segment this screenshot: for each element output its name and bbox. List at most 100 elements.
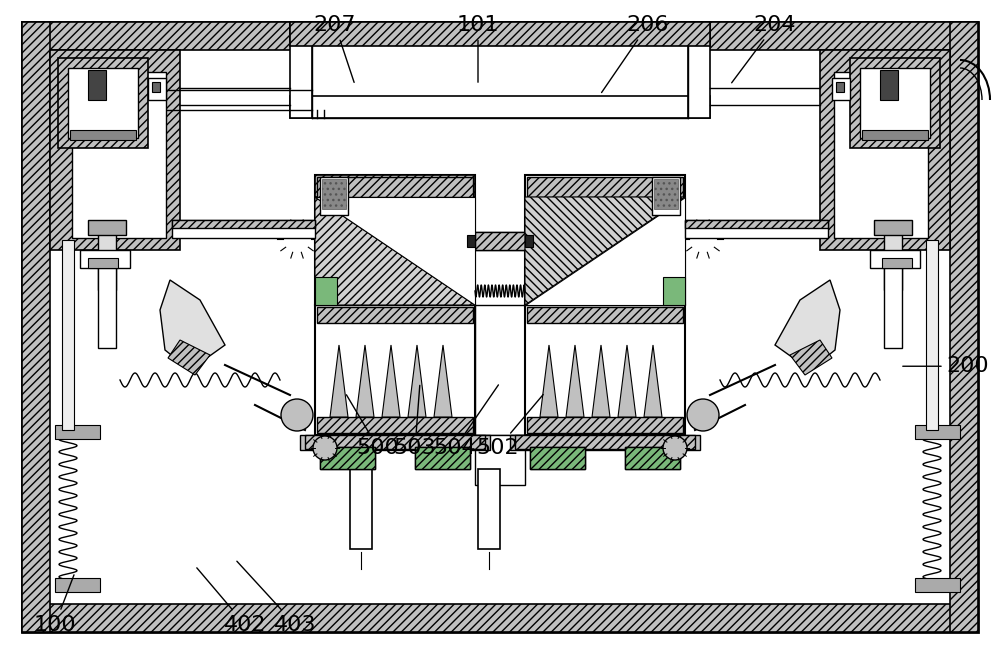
Bar: [22, 604, 978, 632]
Bar: [172, 220, 315, 238]
Bar: [152, 82, 160, 92]
Bar: [950, 22, 978, 632]
Bar: [290, 22, 710, 118]
Polygon shape: [330, 345, 348, 417]
Bar: [55, 578, 100, 592]
Polygon shape: [592, 345, 610, 417]
Circle shape: [687, 399, 719, 431]
Bar: [62, 240, 74, 430]
Bar: [652, 177, 680, 215]
Bar: [22, 22, 978, 50]
Text: 500: 500: [346, 395, 399, 458]
Bar: [80, 250, 130, 268]
Bar: [317, 307, 473, 323]
Polygon shape: [382, 345, 400, 417]
Bar: [685, 220, 828, 228]
Bar: [530, 447, 585, 469]
Bar: [527, 177, 683, 197]
Bar: [58, 58, 148, 148]
Text: 503: 503: [394, 385, 436, 458]
Text: 402: 402: [197, 568, 266, 634]
Bar: [305, 435, 485, 449]
Bar: [315, 277, 337, 305]
Circle shape: [313, 436, 337, 460]
Bar: [850, 58, 940, 148]
Bar: [884, 230, 902, 290]
Bar: [320, 177, 348, 215]
Bar: [322, 179, 346, 209]
Bar: [836, 82, 844, 92]
Text: 403: 403: [237, 561, 316, 634]
Text: 504: 504: [434, 385, 498, 458]
Bar: [320, 447, 375, 469]
Text: 206: 206: [602, 15, 669, 93]
Bar: [475, 232, 525, 250]
Polygon shape: [315, 197, 475, 305]
Bar: [860, 68, 930, 138]
Bar: [300, 435, 490, 450]
Bar: [68, 68, 138, 138]
Polygon shape: [775, 280, 840, 370]
Circle shape: [663, 436, 687, 460]
Bar: [527, 417, 683, 433]
Polygon shape: [434, 345, 452, 417]
Text: 100: 100: [34, 575, 76, 634]
Bar: [478, 469, 500, 549]
Bar: [663, 277, 685, 305]
Polygon shape: [566, 345, 584, 417]
Polygon shape: [408, 345, 426, 417]
Text: 200: 200: [903, 356, 989, 376]
Polygon shape: [525, 197, 685, 305]
Bar: [55, 425, 100, 439]
Bar: [862, 130, 928, 140]
Bar: [50, 50, 180, 250]
Bar: [70, 130, 136, 140]
Bar: [530, 447, 585, 469]
Bar: [882, 258, 912, 268]
Polygon shape: [540, 345, 558, 417]
Bar: [22, 22, 50, 632]
Bar: [525, 305, 685, 435]
Bar: [832, 78, 850, 100]
Bar: [467, 235, 475, 247]
Bar: [625, 447, 680, 469]
Polygon shape: [160, 280, 225, 370]
Bar: [317, 177, 473, 197]
Bar: [88, 220, 126, 235]
Bar: [874, 220, 912, 235]
Polygon shape: [168, 340, 210, 375]
Bar: [290, 22, 710, 46]
Bar: [926, 240, 938, 430]
Polygon shape: [618, 345, 636, 417]
Circle shape: [281, 399, 313, 431]
Bar: [317, 417, 473, 433]
Bar: [884, 268, 902, 348]
Bar: [290, 22, 710, 44]
Bar: [685, 220, 828, 238]
Bar: [88, 70, 106, 100]
Bar: [475, 305, 525, 435]
Bar: [172, 220, 315, 228]
Bar: [525, 235, 533, 247]
Bar: [88, 258, 118, 268]
Bar: [915, 425, 960, 439]
Text: 101: 101: [457, 15, 499, 82]
Bar: [834, 72, 928, 238]
Bar: [98, 230, 116, 290]
Bar: [148, 78, 166, 100]
Polygon shape: [644, 345, 662, 417]
Bar: [72, 72, 166, 238]
Bar: [515, 435, 695, 449]
Bar: [415, 447, 470, 469]
Bar: [654, 179, 678, 209]
Text: 204: 204: [732, 15, 796, 83]
Bar: [820, 50, 950, 250]
Bar: [625, 447, 680, 469]
Bar: [870, 250, 920, 268]
Polygon shape: [315, 197, 475, 305]
Bar: [510, 435, 700, 450]
Bar: [350, 469, 372, 549]
Text: 207: 207: [314, 15, 356, 82]
Bar: [315, 175, 475, 197]
Bar: [290, 96, 710, 118]
